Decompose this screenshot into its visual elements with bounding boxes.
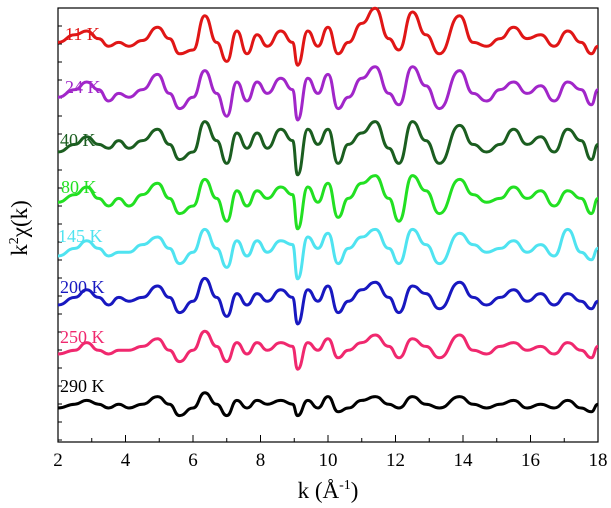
series-labels: 11 K 24 K 40 K 80 K 145 K 200 K 250 K 290 K xyxy=(58,24,105,396)
series-line-24k xyxy=(57,65,599,122)
x-tick-label: 2 xyxy=(53,450,63,471)
x-tick-label: 12 xyxy=(386,450,405,471)
series-label: 24 K xyxy=(65,77,101,97)
series-line-290k xyxy=(57,391,599,418)
series-line-11k xyxy=(57,6,599,67)
x-axis-title: k (Å-1) xyxy=(298,478,359,503)
series-label: 40 K xyxy=(60,130,96,150)
series-label: 145 K xyxy=(58,226,103,246)
x-tick-label: 16 xyxy=(521,450,540,471)
x-tick-label: 6 xyxy=(188,450,198,471)
x-tick-label: 18 xyxy=(589,450,608,471)
x-tick-label: 14 xyxy=(454,450,474,471)
series-label: 290 K xyxy=(60,376,105,396)
series-label: 200 K xyxy=(60,277,105,297)
series-line-40k xyxy=(57,120,599,177)
series-line-250k xyxy=(57,329,599,371)
x-tick-label: 10 xyxy=(319,450,338,471)
x-tick-label: 4 xyxy=(121,450,131,471)
x-axis: 2 4 6 8 10 12 14 16 18 xyxy=(53,435,608,471)
series-line-145k xyxy=(57,227,599,281)
y-axis-title: k2χ(k) xyxy=(7,200,32,256)
series-label: 250 K xyxy=(60,327,105,347)
series-layer xyxy=(57,6,599,418)
series-line-80k xyxy=(57,174,599,231)
series-label: 80 K xyxy=(61,177,97,197)
x-tick-label: 8 xyxy=(256,450,266,471)
series-line-200k xyxy=(57,276,599,326)
series-label: 11 K xyxy=(65,24,100,44)
